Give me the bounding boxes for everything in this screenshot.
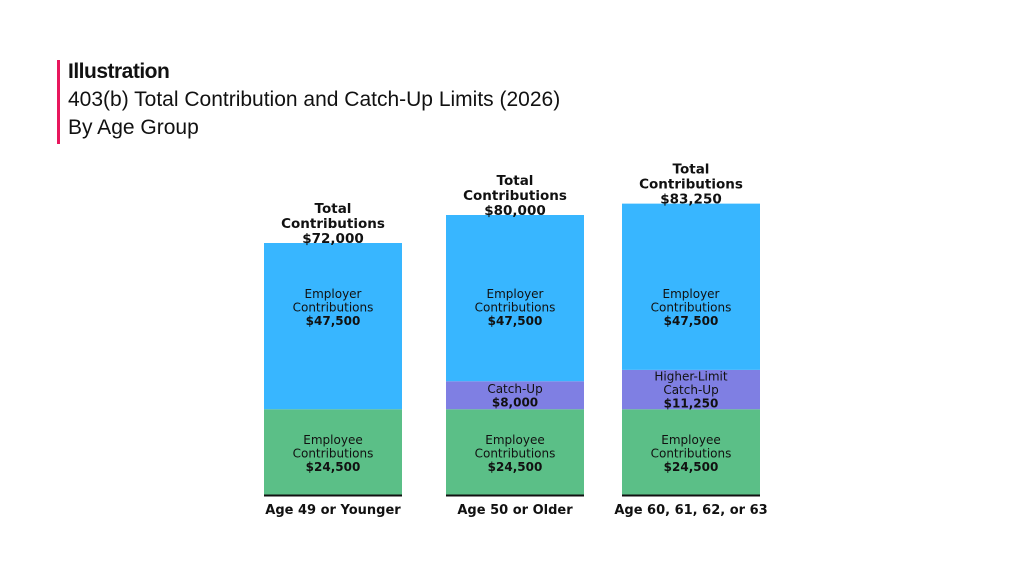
bar-segment-employee-contributions: [446, 409, 584, 495]
segment-label: $24,500: [664, 460, 719, 474]
total-label: $80,000: [484, 203, 546, 219]
segment-label: Catch-Up: [487, 382, 542, 396]
chart-header: Illustration 403(b) Total Contribution a…: [68, 58, 560, 142]
bar-segment-employer-contributions: [622, 203, 760, 370]
total-label: Total: [673, 161, 710, 177]
total-label: Total: [497, 173, 534, 189]
segment-label: Contributions: [475, 446, 556, 460]
chart-subtitle: By Age Group: [68, 116, 199, 139]
bar-segment-employer-contributions: [264, 243, 402, 410]
segment-label: $47,500: [306, 314, 361, 328]
segment-label: $24,500: [488, 460, 543, 474]
bar-segment-employee-contributions: [264, 409, 402, 495]
segment-label: Contributions: [651, 300, 732, 314]
segment-label: Higher-Limit: [654, 369, 728, 383]
x-tick-label: Age 60, 61, 62, or 63: [614, 503, 767, 518]
x-tick-label: Age 50 or Older: [457, 503, 573, 518]
segment-label: Employer: [487, 287, 544, 301]
chart-title: 403(b) Total Contribution and Catch-Up L…: [68, 88, 561, 111]
total-label: $72,000: [302, 231, 364, 247]
segment-label: Employer: [305, 287, 362, 301]
segment-label: Contributions: [475, 300, 556, 314]
segment-label: $47,500: [664, 314, 719, 328]
bar-segment-employer-contributions: [446, 215, 584, 382]
segment-label: $11,250: [664, 396, 719, 410]
bar-segment-higher-limit-catch-up: [622, 369, 760, 410]
segment-label: Contributions: [293, 300, 374, 314]
segment-label: Employee: [303, 433, 362, 447]
total-label: $83,250: [660, 191, 722, 207]
chart-kicker: Illustration: [68, 60, 170, 83]
bar-segment-employee-contributions: [622, 409, 760, 495]
segment-label: Employee: [661, 433, 720, 447]
segment-label: $47,500: [488, 314, 543, 328]
total-label: Contributions: [281, 216, 385, 232]
segment-label: Contributions: [651, 446, 732, 460]
segment-label: Employer: [663, 287, 720, 301]
segment-label: Employee: [485, 433, 544, 447]
total-label: Contributions: [639, 176, 743, 192]
segment-label: $24,500: [306, 460, 361, 474]
bar-segment-catch-up: [446, 381, 584, 410]
total-label: Contributions: [463, 188, 567, 204]
total-label: Total: [315, 201, 352, 217]
segment-label: Contributions: [293, 446, 374, 460]
x-tick-label: Age 49 or Younger: [265, 503, 401, 518]
accent-bar: [57, 60, 60, 144]
segment-label: Catch-Up: [663, 383, 718, 397]
segment-label: $8,000: [492, 395, 538, 409]
